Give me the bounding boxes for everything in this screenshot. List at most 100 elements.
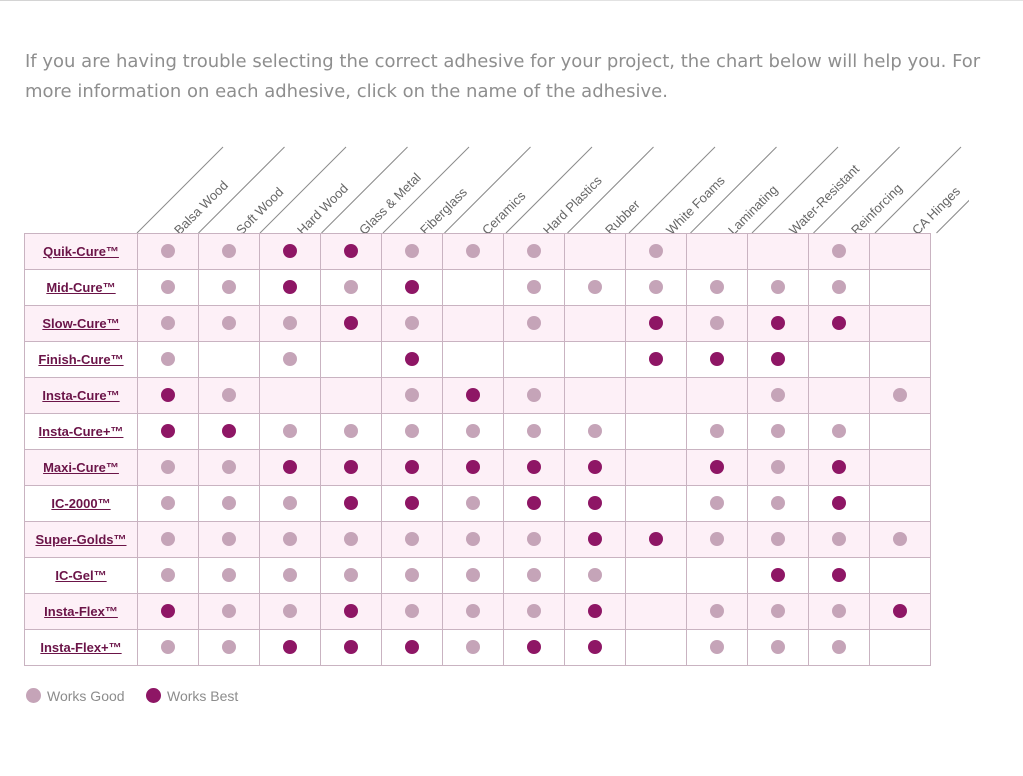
column-divider-line (936, 199, 969, 234)
compat-cell (625, 413, 687, 450)
compat-cell (686, 377, 748, 414)
compat-cell (503, 305, 565, 342)
compat-cell (564, 377, 626, 414)
compat-cell (503, 269, 565, 306)
column-divider-line (751, 146, 839, 234)
compat-cell (442, 449, 504, 486)
works-good-dot-icon (771, 424, 785, 439)
compat-cell (686, 521, 748, 558)
works-good-dot-icon (832, 280, 846, 295)
works-good-dot-icon (405, 388, 419, 403)
works-good-dot-icon (222, 316, 236, 331)
compat-cell (869, 269, 931, 306)
works-best-dot-icon (527, 640, 541, 655)
adhesive-link[interactable]: Insta-Flex™ (44, 603, 118, 619)
compat-cell (259, 485, 321, 522)
compat-cell (137, 233, 199, 270)
compat-cell (259, 557, 321, 594)
adhesive-link[interactable]: IC-2000™ (51, 495, 111, 511)
works-best-dot-icon (527, 496, 541, 511)
works-good-dot-icon (527, 280, 541, 295)
compat-cell (503, 233, 565, 270)
adhesive-link[interactable]: Insta-Cure™ (42, 387, 120, 403)
compat-cell (198, 233, 260, 270)
compat-cell (564, 233, 626, 270)
compat-cell (503, 593, 565, 630)
table-row: Maxi-Cure™ (24, 449, 931, 486)
compat-cell (442, 233, 504, 270)
adhesive-link[interactable]: Maxi-Cure™ (43, 459, 119, 475)
compat-cell (686, 629, 748, 666)
compat-cell (198, 521, 260, 558)
column-divider-line (321, 146, 408, 234)
adhesive-name-cell: Maxi-Cure™ (24, 449, 138, 486)
works-good-dot-icon (283, 424, 297, 439)
adhesive-link[interactable]: Mid-Cure™ (46, 279, 116, 295)
compat-cell (808, 485, 870, 522)
compat-cell (137, 413, 199, 450)
compat-cell (442, 593, 504, 630)
compat-cell (381, 485, 443, 522)
adhesive-name-cell: Quik-Cure™ (24, 233, 138, 270)
compat-cell (442, 413, 504, 450)
works-good-dot-icon (222, 460, 236, 475)
adhesive-name-cell: Finish-Cure™ (24, 341, 138, 378)
table-row: Quik-Cure™ (24, 233, 931, 270)
legend-best-label: Works Best (167, 688, 239, 704)
works-good-dot-icon (527, 604, 541, 619)
works-good-dot-icon (466, 532, 480, 547)
works-best-dot-icon (466, 388, 480, 403)
compat-cell (808, 557, 870, 594)
works-good-dot-icon (344, 424, 358, 439)
works-good-dot-icon (771, 280, 785, 295)
compat-cell (625, 377, 687, 414)
adhesive-link[interactable]: Slow-Cure™ (42, 315, 120, 331)
works-good-dot-icon (771, 640, 785, 655)
compat-cell (198, 593, 260, 630)
works-good-dot-icon (588, 568, 602, 583)
adhesive-link[interactable]: Insta-Cure+™ (38, 423, 124, 439)
compat-cell (869, 413, 931, 450)
works-good-dot-icon (649, 244, 663, 259)
compat-cell (747, 377, 809, 414)
works-good-dot-icon (893, 388, 907, 403)
adhesive-name-cell: IC-Gel™ (24, 557, 138, 594)
works-best-dot-icon (771, 316, 785, 331)
works-good-dot-icon (283, 568, 297, 583)
compat-cell (686, 485, 748, 522)
compat-cell (137, 341, 199, 378)
works-best-dot-icon (527, 460, 541, 475)
works-good-dot-icon (405, 244, 419, 259)
column-divider-line (874, 146, 962, 234)
adhesive-link[interactable]: Finish-Cure™ (38, 351, 124, 367)
compat-cell (869, 449, 931, 486)
adhesive-link[interactable]: IC-Gel™ (55, 567, 107, 583)
adhesive-link[interactable]: Super-Golds™ (35, 531, 127, 547)
works-good-dot-icon (222, 496, 236, 511)
column-divider-line (567, 146, 654, 234)
works-best-dot-icon (405, 280, 419, 295)
column-divider-line (628, 146, 716, 234)
table-row: Insta-Cure+™ (24, 413, 931, 450)
works-good-dot-icon (527, 244, 541, 259)
compat-cell (747, 629, 809, 666)
column-divider-line (136, 146, 224, 234)
works-best-dot-icon (283, 244, 297, 259)
compat-cell (503, 557, 565, 594)
works-good-dot-icon (161, 460, 175, 475)
adhesive-link[interactable]: Quik-Cure™ (43, 243, 119, 259)
compat-cell (564, 413, 626, 450)
compat-cell (259, 269, 321, 306)
works-good-dot-icon (466, 424, 480, 439)
compat-cell (808, 233, 870, 270)
compat-cell (625, 521, 687, 558)
compat-cell (808, 593, 870, 630)
works-good-dot-icon (710, 496, 724, 511)
column-divider-line (690, 146, 777, 234)
works-best-dot-icon (466, 460, 480, 475)
works-good-dot-icon (588, 280, 602, 295)
adhesive-link[interactable]: Insta-Flex+™ (40, 639, 122, 655)
works-good-dot-icon (527, 424, 541, 439)
works-best-dot-icon (222, 424, 236, 439)
column-divider-line (444, 146, 531, 234)
